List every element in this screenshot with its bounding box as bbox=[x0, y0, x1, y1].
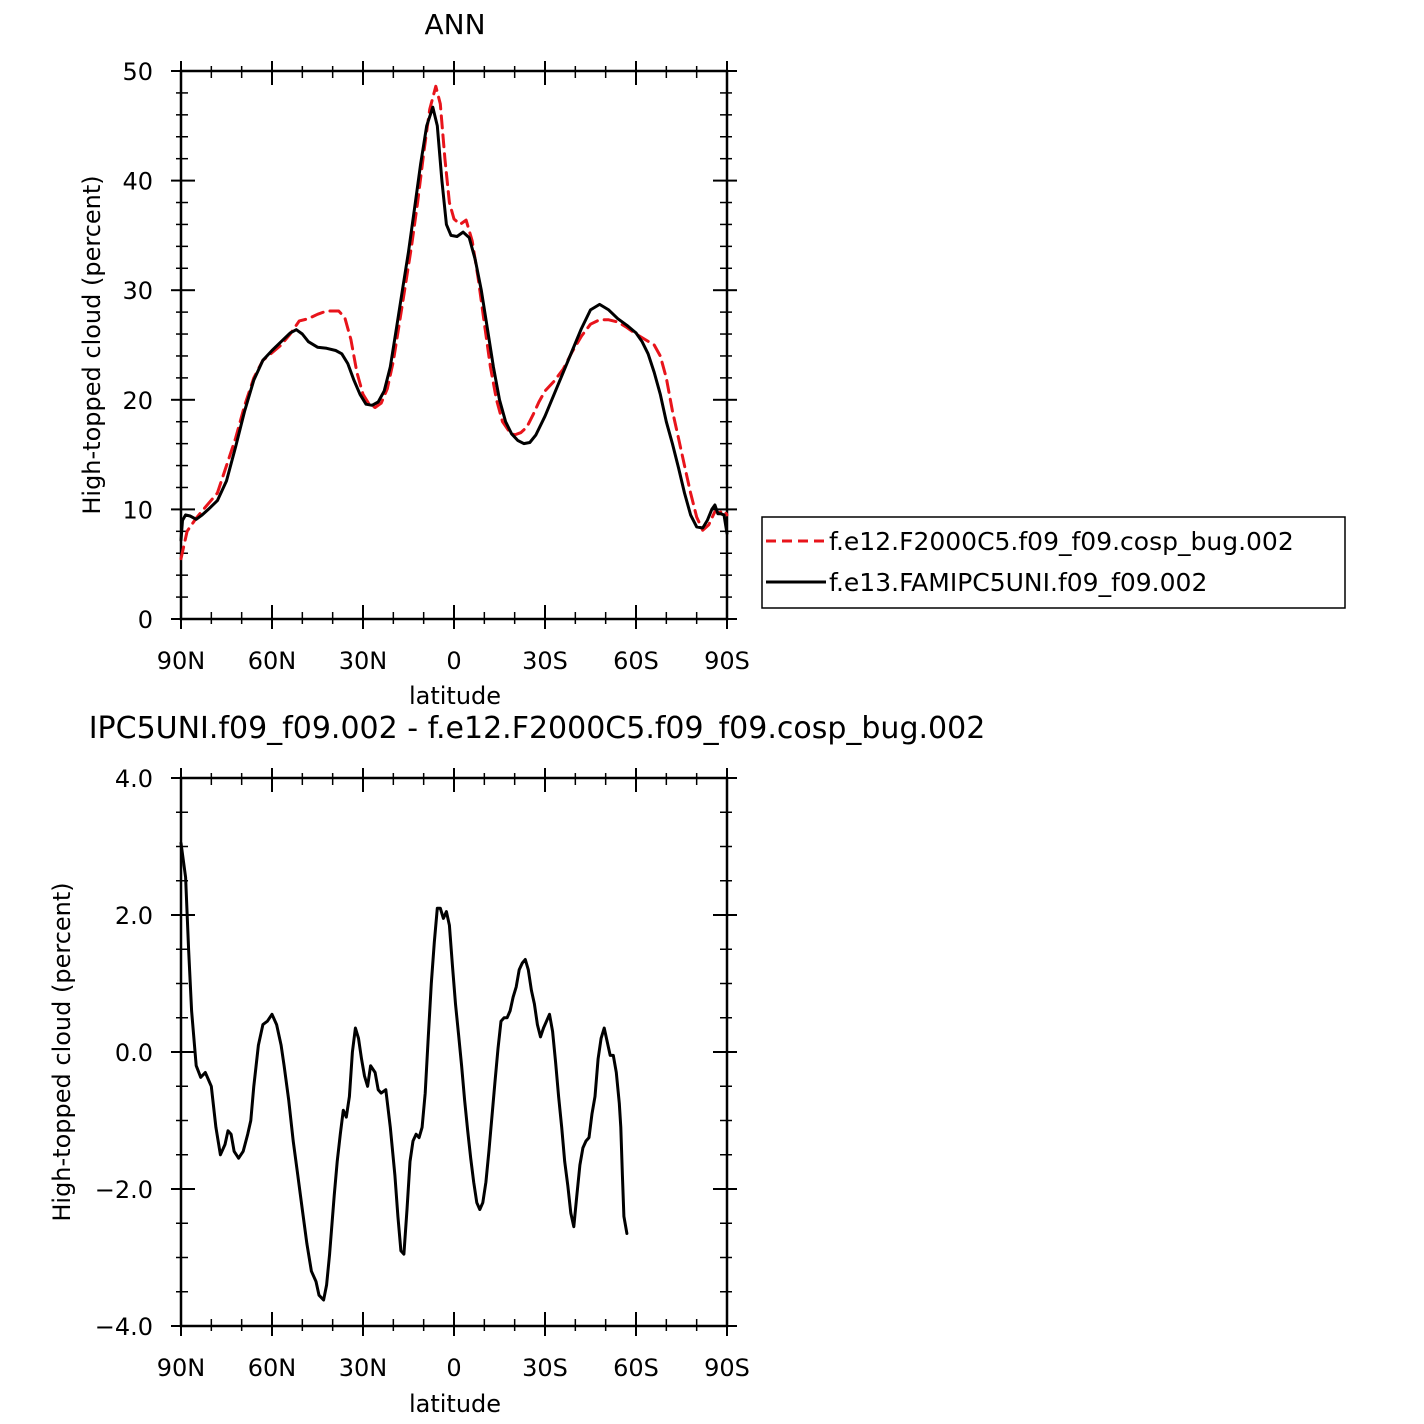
y-tick-label: 10 bbox=[122, 496, 153, 524]
y-tick-label: 4.0 bbox=[115, 765, 153, 793]
y-tick-label: 20 bbox=[122, 387, 153, 415]
x-tick-label: 90N bbox=[157, 647, 206, 675]
y-tick-label: 0 bbox=[138, 606, 153, 634]
top-y-axis-label: High-topped cloud (percent) bbox=[78, 175, 106, 514]
x-tick-label: 60S bbox=[613, 1354, 659, 1382]
y-tick-label: 0.0 bbox=[115, 1039, 153, 1067]
x-tick-label: 30N bbox=[339, 647, 388, 675]
y-tick-label: 40 bbox=[122, 168, 153, 196]
top-series-group bbox=[179, 84, 729, 561]
y-tick-label: 50 bbox=[122, 58, 153, 86]
bottom-plot-frame bbox=[179, 776, 729, 1328]
legend-box bbox=[761, 516, 1346, 609]
top-x-axis: 90N 60N 30N 0 30S 60S 90S bbox=[157, 61, 750, 675]
x-tick-label: 90S bbox=[704, 1354, 750, 1382]
legend: f.e12.F2000C5.f09_f09.cosp_bug.002 f.e13… bbox=[761, 516, 1346, 609]
y-tick-label: −2.0 bbox=[95, 1176, 153, 1204]
x-tick-label: 60N bbox=[248, 647, 297, 675]
bottom-x-axis-label: latitude bbox=[409, 1390, 501, 1418]
x-tick-label: 60S bbox=[613, 647, 659, 675]
top-x-axis-label: latitude bbox=[409, 682, 501, 710]
bottom-x-axis: 90N 60N 30N 0 30S 60S 90S bbox=[157, 768, 750, 1382]
series-line-solid-0-1 bbox=[179, 105, 729, 542]
x-tick-label: 30N bbox=[339, 1354, 388, 1382]
bottom-chart-title: IPC5UNI.f09_f09.002 - f.e12.F2000C5.f09_… bbox=[89, 711, 986, 746]
y-tick-label: 30 bbox=[122, 277, 153, 305]
x-tick-label: 90S bbox=[704, 647, 750, 675]
top-panel: ANN 0 10 20 30 40 50 90N 60N 30N 0 30S 60S 90S lati… bbox=[78, 8, 750, 710]
top-y-axis: 0 10 20 30 40 50 bbox=[122, 58, 737, 634]
x-tick-label: 0 bbox=[446, 1354, 461, 1382]
x-tick-label: 30S bbox=[522, 647, 568, 675]
legend-label-1: f.e12.F2000C5.f09_f09.cosp_bug.002 bbox=[829, 527, 1294, 556]
x-tick-label: 90N bbox=[157, 1354, 206, 1382]
legend-label-2: f.e13.FAMIPC5UNI.f09_f09.002 bbox=[829, 568, 1207, 597]
x-tick-label: 30S bbox=[522, 1354, 568, 1382]
series-line-dashed-0-0 bbox=[179, 84, 729, 561]
bottom-y-axis-label: High-topped cloud (percent) bbox=[48, 882, 76, 1221]
x-tick-label: 60N bbox=[248, 1354, 297, 1382]
y-tick-label: 2.0 bbox=[115, 902, 153, 930]
series-line-solid-1-0 bbox=[179, 841, 629, 1302]
bottom-y-axis: −4.0 −2.0 0.0 2.0 4.0 bbox=[95, 765, 737, 1341]
bottom-series-group bbox=[179, 841, 629, 1302]
bottom-panel: IPC5UNI.f09_f09.002 - f.e12.F2000C5.f09_… bbox=[48, 711, 985, 1418]
y-tick-label: −4.0 bbox=[95, 1313, 153, 1341]
top-chart-title: ANN bbox=[424, 8, 485, 41]
x-tick-label: 0 bbox=[446, 647, 461, 675]
